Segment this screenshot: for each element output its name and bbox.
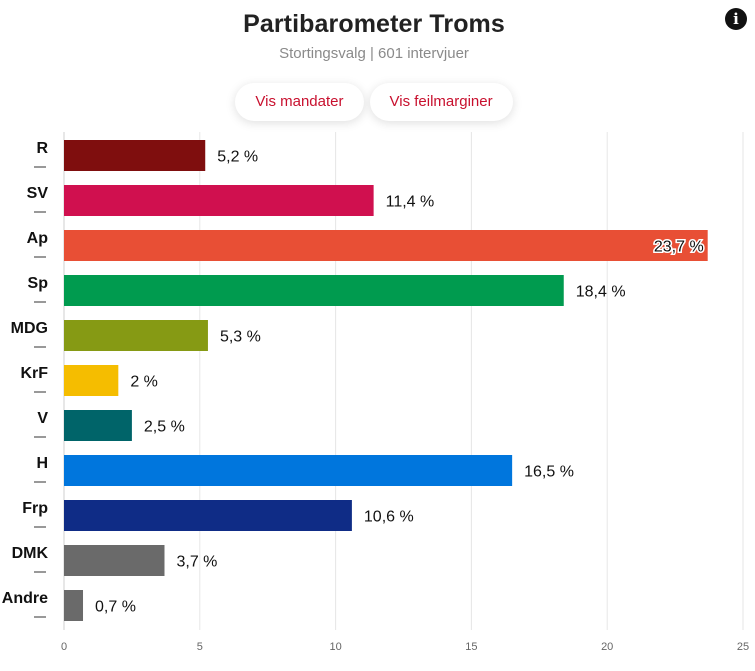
- bar-krf[interactable]: [64, 365, 119, 396]
- value-label: 10,6 %: [364, 509, 414, 526]
- chart-title: Partibarometer Troms: [243, 10, 505, 38]
- bar-andre[interactable]: [64, 590, 84, 621]
- value-label: 2 %: [130, 374, 158, 391]
- value-label: 5,2 %: [217, 149, 258, 166]
- value-label: 16,5 %: [524, 464, 574, 481]
- category-label: Andre: [2, 590, 48, 607]
- category-label: V: [37, 410, 48, 427]
- value-label: 5,3 %: [220, 329, 261, 346]
- value-label: 3,7 %: [176, 554, 217, 571]
- chart-subtitle: Stortingsvalg | 601 intervjuer: [279, 45, 469, 62]
- category-label: Sp: [28, 275, 49, 292]
- x-tick-label: 15: [465, 641, 477, 653]
- x-tick-label: 0: [61, 641, 67, 653]
- category-label: MDG: [11, 320, 48, 337]
- value-label: 23,7 %: [654, 239, 704, 256]
- bar-v[interactable]: [64, 410, 132, 441]
- toggle-buttons: Vis mandater Vis feilmarginer: [0, 83, 748, 121]
- value-label: 11,4 %: [386, 194, 435, 211]
- value-label: 18,4 %: [576, 284, 626, 301]
- x-tick-label: 5: [197, 641, 203, 653]
- category-label: DMK: [12, 545, 49, 562]
- bar-h[interactable]: [64, 455, 513, 486]
- value-label: 0,7 %: [95, 599, 136, 616]
- bar-dmk[interactable]: [64, 545, 165, 576]
- category-label: Ap: [27, 230, 49, 247]
- category-label: SV: [27, 185, 49, 202]
- bar-sv[interactable]: [64, 185, 374, 216]
- bar-r[interactable]: [64, 140, 206, 171]
- category-label: KrF: [20, 365, 48, 382]
- x-tick-label: 20: [601, 641, 613, 653]
- bar-ap[interactable]: [64, 230, 708, 261]
- category-label: Frp: [22, 500, 48, 517]
- bars: [64, 140, 708, 621]
- labels: 0 5 10 15 20 25 R 5,2 % SV 11,4 % Ap 23,7 % Sp 18,4 %…: [2, 140, 749, 653]
- value-label: 2,5 %: [144, 419, 185, 436]
- show-mandates-button[interactable]: Vis mandater: [235, 83, 364, 121]
- info-icon[interactable]: i: [725, 8, 747, 30]
- show-error-margins-button[interactable]: Vis feilmarginer: [369, 83, 513, 121]
- category-label: H: [36, 455, 48, 472]
- x-tick-label: 10: [329, 641, 341, 653]
- category-label: R: [36, 140, 48, 157]
- bar-frp[interactable]: [64, 500, 352, 531]
- x-tick-label: 25: [737, 641, 749, 653]
- bar-sp[interactable]: [64, 275, 564, 306]
- bar-mdg[interactable]: [64, 320, 208, 351]
